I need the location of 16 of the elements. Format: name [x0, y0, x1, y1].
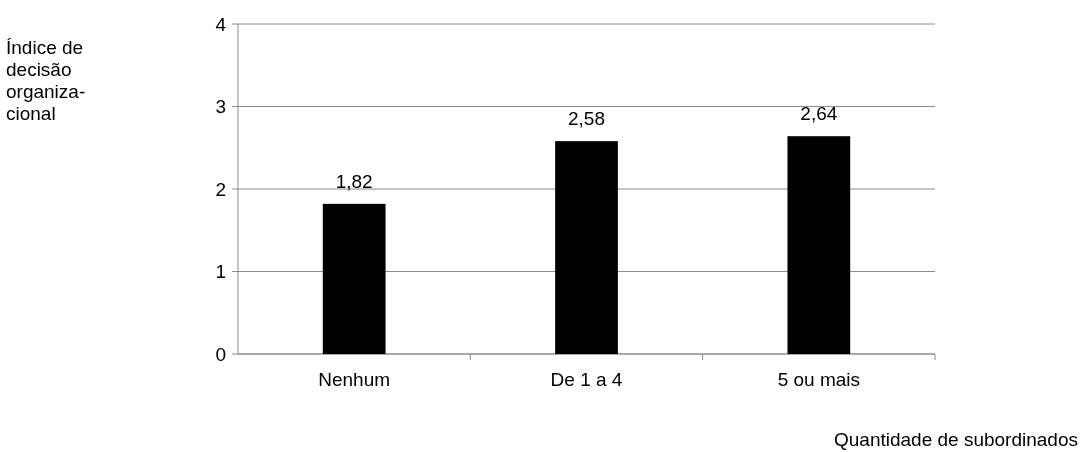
x-tick-label: De 1 a 4: [550, 369, 623, 390]
y-tick-label: 3: [215, 96, 226, 118]
text: Índice de decisão organiza- cional: [6, 37, 86, 124]
y-tick-label: 4: [215, 13, 227, 35]
y-tick-label: 0: [215, 343, 226, 365]
y-tick-label: 2: [215, 178, 226, 200]
bar: [322, 203, 386, 354]
bar: [555, 141, 618, 354]
y-tick-label: 1: [215, 261, 226, 283]
x-axis-title: Quantidade de subordinados: [833, 429, 1078, 450]
data-label: 1,82: [335, 170, 373, 192]
data-label: 2,58: [568, 108, 605, 130]
bar: [787, 136, 851, 354]
x-tick-label: Nenhum: [318, 369, 391, 390]
data-label: 2,64: [800, 103, 838, 125]
x-tick-label: 5 ou mais: [777, 369, 861, 390]
